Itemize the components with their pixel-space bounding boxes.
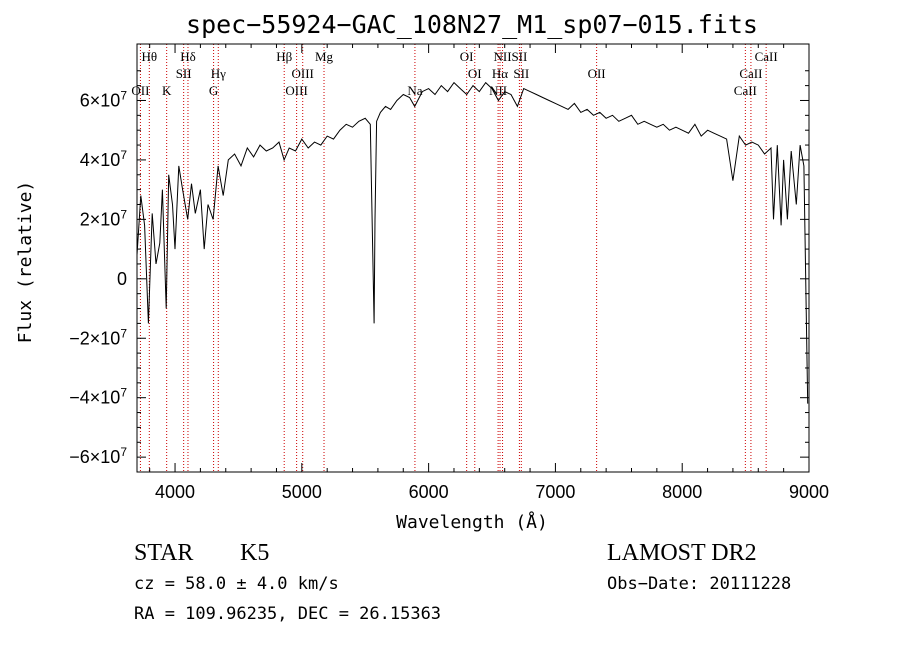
- x-tick-label: 8000: [662, 482, 702, 502]
- x-tick-label: 9000: [789, 482, 829, 502]
- spectral-line-label: Hγ: [211, 66, 226, 81]
- spectral-line-label: NII: [494, 49, 512, 64]
- y-tick-label: −6×107: [69, 445, 127, 467]
- spectral-line-label: G: [209, 83, 218, 98]
- chart-title: spec−55924−GAC_108N27_M1_sp07−015.fits: [186, 10, 758, 39]
- spectral-line-label: SII: [511, 49, 527, 64]
- object-subclass: K5: [240, 540, 269, 566]
- x-axis-ticks: 4000 5000 6000 7000 8000 9000: [149, 44, 829, 502]
- spectral-line-label: Mg: [315, 49, 334, 64]
- spectral-line-label: OI: [468, 66, 482, 81]
- spectral-line-label: OI: [460, 49, 474, 64]
- y-tick-label: −2×107: [69, 326, 127, 348]
- spectral-line-label: OII: [588, 66, 606, 81]
- spectral-line-label: OIII: [292, 66, 314, 81]
- x-tick-label: 7000: [535, 482, 575, 502]
- y-tick-label: 4×107: [80, 148, 128, 170]
- object-class: STAR: [134, 540, 193, 566]
- x-axis-label: Wavelength (Å): [396, 511, 548, 533]
- y-tick-label: 2×107: [80, 207, 128, 229]
- redshift-cz: cz = 58.0 ± 4.0 km/s: [134, 574, 339, 594]
- spectral-line-label: Hδ: [180, 49, 196, 64]
- observation-date: Obs−Date: 20111228: [607, 574, 791, 594]
- spectral-lines-layer: [139, 44, 767, 472]
- spectral-line-label: NII: [489, 83, 507, 98]
- y-tick-label: 6×107: [80, 88, 128, 110]
- spectral-line-label: Hα: [492, 66, 508, 81]
- spectral-line-label: CaII: [755, 49, 778, 64]
- survey-name: LAMOST DR2: [607, 540, 757, 566]
- spectrum-line: [136, 81, 809, 404]
- spectral-line-labels: OIIHθKSIIHδGHγHβOIIIOIIIMgNaOIOINIIHαNII…: [131, 49, 777, 98]
- y-axis-ticks: 6×107 4×107 2×107 0 −2×107 −4×107 −6×107: [69, 70, 809, 467]
- spectral-line-label: CaII: [734, 83, 757, 98]
- spectral-line-label: OIII: [285, 83, 307, 98]
- spectral-line-label: K: [162, 83, 172, 98]
- coordinates: RA = 109.96235, DEC = 26.15363: [134, 604, 441, 624]
- x-tick-label: 5000: [282, 482, 322, 502]
- spectral-line-label: OII: [131, 83, 149, 98]
- spectral-line-label: Hβ: [276, 49, 292, 64]
- y-tick-label: −4×107: [69, 386, 127, 408]
- spectral-line-label: SII: [513, 66, 529, 81]
- plot-frame: [136, 43, 810, 473]
- x-tick-label: 6000: [409, 482, 449, 502]
- spectral-line-label: Hθ: [141, 49, 157, 64]
- spectral-line-label: SII: [176, 66, 192, 81]
- spectral-line-label: Na: [407, 83, 422, 98]
- y-axis-label: Flux (relative): [15, 181, 36, 344]
- y-tick-label: 0: [117, 269, 127, 289]
- spectral-line-label: CaII: [739, 66, 762, 81]
- x-tick-label: 4000: [155, 482, 195, 502]
